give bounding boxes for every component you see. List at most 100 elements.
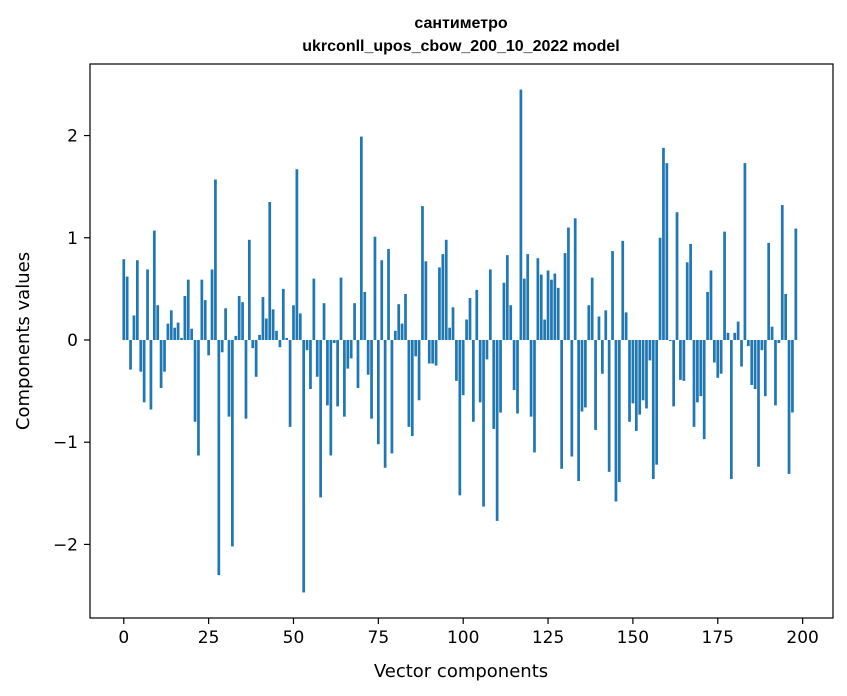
bar-17: [180, 337, 183, 340]
y-axis-ticks: −2 −1 0 1 2: [53, 127, 90, 555]
bar-183: [743, 163, 747, 340]
bar-64: [339, 277, 343, 340]
bar-2: [129, 339, 132, 370]
bar-43: [268, 201, 272, 340]
bar-192: [774, 339, 777, 406]
bar-101: [465, 319, 468, 340]
bar-70: [360, 136, 363, 340]
bar-99: [458, 339, 462, 496]
bar-58: [319, 339, 322, 498]
bar-46: [278, 339, 282, 348]
bar-172: [706, 291, 709, 340]
bar-71: [363, 291, 367, 340]
bar-62: [332, 339, 336, 344]
bar-180: [733, 332, 737, 340]
bar-73: [370, 339, 373, 419]
y-axis-label: Components values: [13, 252, 34, 430]
bar-75: [376, 339, 380, 445]
bar-191: [770, 326, 774, 340]
bar-122: [536, 258, 540, 340]
bar-129: [560, 339, 563, 469]
bar-168: [692, 339, 696, 427]
bar-114: [509, 305, 513, 340]
bar-29: [220, 339, 224, 353]
bar-16: [176, 322, 180, 340]
bar-164: [679, 339, 682, 380]
bar-189: [763, 339, 767, 397]
bar-154: [645, 339, 648, 409]
bar-188: [760, 339, 764, 351]
bar-193: [777, 339, 781, 344]
bar-137: [587, 305, 591, 340]
bar-162: [672, 339, 675, 407]
bar-7: [146, 269, 149, 340]
bar-160: [665, 163, 669, 340]
bar-179: [729, 339, 733, 479]
bar-44: [271, 309, 275, 340]
bar-33: [234, 335, 238, 340]
bar-121: [533, 339, 536, 453]
bar-169: [696, 339, 699, 403]
plot-frame: [89, 63, 834, 619]
bar-77: [383, 339, 387, 468]
bar-132: [570, 339, 574, 457]
bar-115: [512, 339, 516, 391]
bar-165: [682, 339, 686, 381]
x-tick-label: 50: [283, 628, 305, 648]
bar-56: [312, 278, 316, 340]
bar-181: [736, 321, 740, 340]
bar-25: [207, 339, 210, 356]
bar-12: [163, 339, 166, 372]
bar-42: [264, 318, 268, 340]
bar-31: [227, 339, 231, 417]
bar-32: [231, 339, 234, 547]
bar-1: [125, 276, 129, 340]
x-tick-label: 150: [617, 628, 649, 648]
x-tick-label: 25: [198, 628, 220, 648]
bar-148: [624, 312, 628, 340]
bar-24: [203, 300, 207, 340]
bar-187: [757, 339, 760, 467]
y-tick-label: 2: [67, 127, 78, 147]
x-tick-label: 0: [118, 628, 129, 648]
bar-118: [522, 278, 526, 340]
bar-74: [373, 236, 377, 340]
bar-127: [553, 273, 557, 340]
bar-55: [309, 339, 312, 390]
bar-57: [315, 339, 319, 377]
bar-98: [455, 339, 458, 381]
y-tick-label: −2: [53, 535, 78, 555]
bar-105: [478, 339, 482, 403]
bar-49: [288, 339, 292, 427]
bar-81: [397, 304, 401, 340]
bar-111: [499, 339, 502, 413]
bar-177: [723, 231, 726, 340]
bar-145: [614, 339, 618, 502]
bar-116: [516, 339, 519, 414]
bar-133: [573, 218, 577, 340]
bar-41: [261, 297, 265, 340]
bar-34: [237, 296, 241, 340]
bar-108: [488, 269, 492, 340]
bar-150: [631, 339, 635, 404]
bar-185: [750, 339, 754, 385]
bar-38: [251, 339, 255, 349]
bar-66: [346, 339, 350, 369]
bar-138: [590, 277, 594, 340]
bar-76: [380, 260, 384, 340]
bar-163: [675, 212, 679, 340]
bar-166: [685, 262, 689, 340]
chart-title-line1: сантиметро: [414, 15, 507, 32]
bar-60: [326, 339, 329, 406]
bar-85: [410, 339, 414, 437]
bar-184: [746, 339, 750, 347]
bar-106: [482, 339, 485, 507]
bar-95: [444, 239, 448, 340]
bar-15: [173, 327, 177, 340]
bar-143: [607, 339, 611, 472]
bar-91: [431, 339, 435, 364]
bar-123: [539, 274, 543, 340]
bar-13: [166, 323, 170, 340]
bar-series: [122, 89, 798, 593]
y-tick-label: 1: [67, 229, 78, 249]
